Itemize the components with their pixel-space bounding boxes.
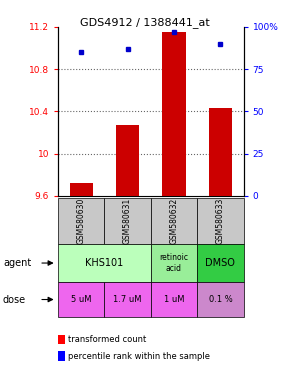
Text: retinoic
acid: retinoic acid bbox=[160, 253, 188, 273]
Bar bbox=[151, 198, 197, 244]
Bar bbox=[70, 183, 93, 196]
Bar bbox=[58, 351, 65, 361]
Bar bbox=[197, 282, 244, 317]
Bar bbox=[116, 125, 139, 196]
Bar bbox=[104, 282, 151, 317]
Text: GSM580633: GSM580633 bbox=[216, 198, 225, 244]
Text: dose: dose bbox=[3, 295, 26, 305]
Text: KHS101: KHS101 bbox=[85, 258, 124, 268]
Bar bbox=[162, 32, 186, 196]
Text: DMSO: DMSO bbox=[205, 258, 235, 268]
Bar bbox=[151, 244, 197, 282]
Text: GSM580632: GSM580632 bbox=[169, 198, 179, 244]
Bar bbox=[58, 335, 65, 344]
Bar bbox=[58, 244, 151, 282]
Text: percentile rank within the sample: percentile rank within the sample bbox=[68, 352, 210, 361]
Bar bbox=[58, 198, 104, 244]
Text: transformed count: transformed count bbox=[68, 335, 146, 344]
Bar bbox=[104, 198, 151, 244]
Bar bbox=[197, 198, 244, 244]
Bar bbox=[197, 244, 244, 282]
Text: GSM580631: GSM580631 bbox=[123, 198, 132, 244]
Text: agent: agent bbox=[3, 258, 31, 268]
Text: 1.7 uM: 1.7 uM bbox=[113, 295, 142, 304]
Text: GSM580630: GSM580630 bbox=[77, 198, 86, 244]
Bar bbox=[209, 108, 232, 196]
Text: 0.1 %: 0.1 % bbox=[209, 295, 232, 304]
Bar bbox=[151, 282, 197, 317]
Text: 5 uM: 5 uM bbox=[71, 295, 91, 304]
Bar bbox=[58, 282, 104, 317]
Text: GDS4912 / 1388441_at: GDS4912 / 1388441_at bbox=[80, 17, 210, 28]
Text: 1 uM: 1 uM bbox=[164, 295, 184, 304]
